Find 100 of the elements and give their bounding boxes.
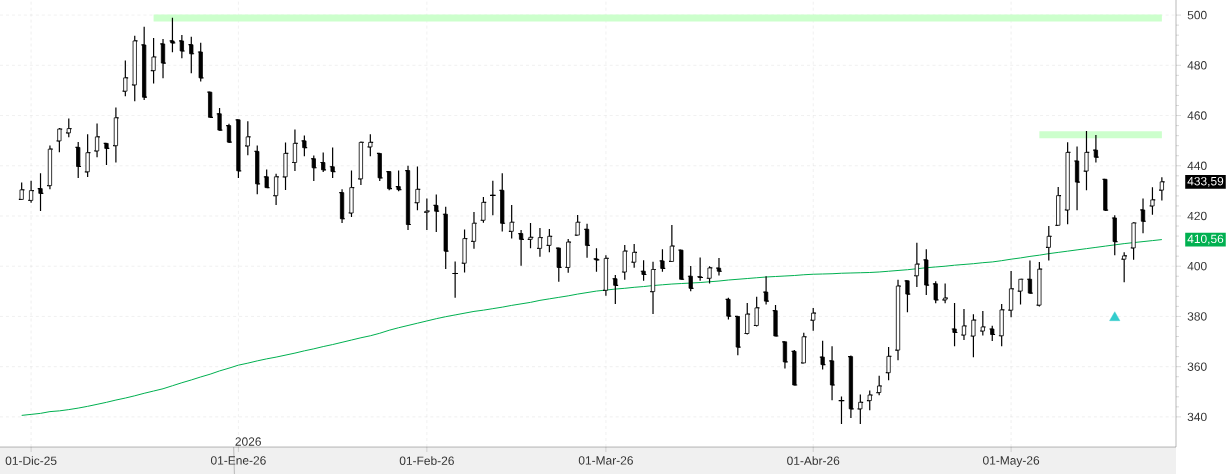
y-tick-label: 480 bbox=[1187, 61, 1207, 70]
candlestick bbox=[349, 169, 354, 218]
y-tick-label: 360 bbox=[1187, 362, 1207, 371]
candlestick bbox=[961, 308, 967, 341]
candlestick bbox=[198, 42, 203, 82]
candlestick bbox=[481, 196, 486, 224]
candlestick bbox=[575, 214, 580, 236]
candlestick bbox=[1027, 259, 1033, 295]
candlestick bbox=[104, 142, 109, 166]
candlestick bbox=[1103, 178, 1108, 212]
y-tick-label: 440 bbox=[1187, 161, 1207, 170]
candlestick bbox=[387, 170, 392, 191]
candlestick bbox=[801, 332, 806, 364]
candlestick bbox=[660, 248, 665, 273]
candlestick bbox=[519, 229, 524, 267]
candlestick bbox=[264, 168, 269, 189]
candlestick bbox=[924, 248, 929, 296]
x-tick-label: 01-May-26 bbox=[983, 456, 1040, 468]
candlestick bbox=[1065, 141, 1070, 225]
candlestick bbox=[321, 151, 326, 173]
candlestick bbox=[1074, 145, 1080, 211]
candlestick bbox=[905, 280, 910, 313]
candlestick bbox=[811, 307, 816, 332]
candlestick bbox=[302, 134, 307, 157]
candlestick bbox=[311, 154, 316, 182]
candlestick bbox=[208, 91, 213, 119]
y-tick-label: 340 bbox=[1187, 412, 1207, 422]
candlestick bbox=[754, 296, 759, 328]
candlestick bbox=[94, 122, 100, 158]
candlestick bbox=[160, 38, 166, 79]
candlestick bbox=[274, 173, 279, 206]
candlestick bbox=[848, 355, 853, 419]
candlestick bbox=[76, 141, 81, 179]
candlestick bbox=[1037, 261, 1042, 307]
candlestick bbox=[509, 204, 514, 240]
y-tick-label: 420 bbox=[1187, 211, 1207, 221]
candlestick bbox=[339, 188, 345, 224]
candlestick bbox=[820, 340, 825, 371]
candlestick bbox=[877, 375, 882, 396]
candlestick bbox=[66, 117, 71, 138]
candlestick bbox=[179, 34, 184, 59]
candlestick bbox=[528, 222, 533, 249]
candlestick bbox=[613, 274, 618, 305]
candlestick bbox=[622, 244, 627, 281]
candlestick bbox=[886, 346, 891, 381]
candlestick bbox=[1150, 186, 1155, 216]
candlestick bbox=[1131, 221, 1136, 261]
candlestick bbox=[226, 123, 232, 144]
candlestick bbox=[434, 193, 439, 233]
candlestick bbox=[85, 133, 90, 178]
candlestick bbox=[547, 228, 552, 253]
text: 433,59 bbox=[1187, 176, 1224, 187]
x-tick-label: 01-Abr-26 bbox=[787, 456, 840, 465]
candlestick bbox=[151, 37, 156, 84]
candlestick bbox=[669, 224, 674, 263]
candlestick bbox=[1084, 130, 1089, 191]
candlestick bbox=[593, 247, 600, 273]
candlestick bbox=[716, 257, 722, 277]
candlestick bbox=[707, 265, 712, 285]
candlestick bbox=[236, 119, 241, 179]
candlestick bbox=[650, 261, 656, 315]
candlestick bbox=[556, 246, 561, 283]
x-tick-label: 01-Feb-26 bbox=[399, 456, 454, 465]
candlestick bbox=[782, 341, 788, 370]
candlestick bbox=[566, 238, 571, 274]
candlestick bbox=[735, 315, 740, 356]
candlestick bbox=[1140, 197, 1146, 234]
candlestick bbox=[858, 393, 863, 425]
candlestick bbox=[1018, 278, 1023, 305]
candlestick bbox=[245, 120, 250, 156]
candlestick bbox=[123, 59, 128, 97]
y-tick-label: 400 bbox=[1187, 261, 1207, 271]
candlestick bbox=[405, 165, 411, 231]
candlestick bbox=[368, 133, 373, 157]
candlestick bbox=[773, 304, 778, 337]
candlestick bbox=[1112, 214, 1117, 256]
candlestick bbox=[217, 107, 222, 132]
candlestick bbox=[462, 228, 467, 274]
candlestick bbox=[688, 265, 693, 292]
candlestick bbox=[895, 279, 901, 361]
candlestick bbox=[19, 181, 24, 201]
candlestick bbox=[255, 144, 260, 195]
candlestick bbox=[1122, 251, 1127, 283]
candlestick bbox=[537, 227, 543, 258]
x-tick-label: 01-Dic-25 bbox=[5, 456, 57, 465]
candlestick bbox=[170, 17, 175, 53]
candlestick bbox=[1159, 176, 1164, 202]
candlestick bbox=[764, 275, 769, 305]
candlestick bbox=[283, 141, 288, 191]
candlestick bbox=[396, 169, 401, 192]
candlestick bbox=[1093, 134, 1098, 164]
candlestick bbox=[679, 249, 684, 280]
candlestick bbox=[867, 389, 872, 411]
x-tick-label: 01-Ene-26 bbox=[210, 456, 266, 465]
candlestick bbox=[1056, 186, 1061, 226]
candlestick bbox=[726, 297, 731, 321]
candlestick bbox=[990, 325, 995, 342]
x-tick-label: 01-Mar-26 bbox=[578, 456, 633, 465]
candlestick bbox=[142, 26, 147, 101]
candlestick bbox=[471, 211, 477, 250]
